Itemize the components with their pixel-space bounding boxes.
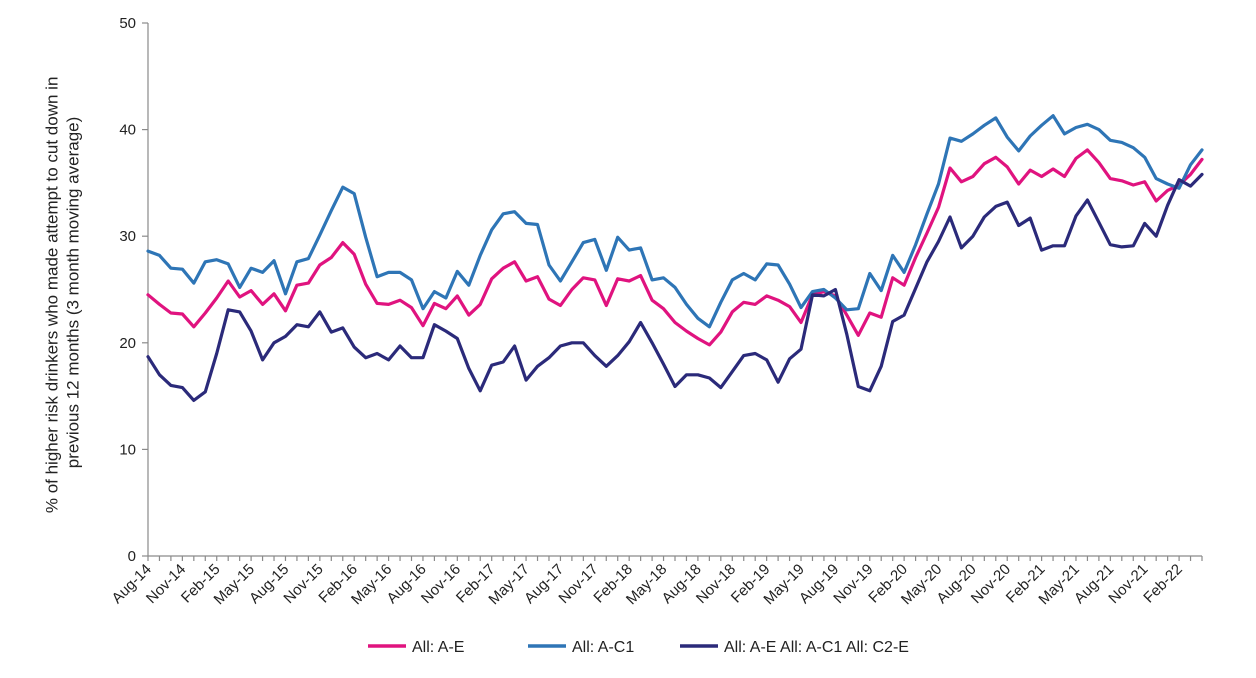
- y-tick-label: 0: [128, 548, 136, 565]
- series-lines: [146, 114, 1204, 402]
- y-tick-label: 50: [119, 15, 136, 32]
- legend: All: A-E All: A-C1 All: A-E All: A-C1 All:…: [368, 639, 909, 656]
- x-axis: Aug-14Nov-14Feb-15May-15Aug-15Nov-15Feb-…: [109, 555, 1203, 608]
- y-axis-title-line-1: % of higher risk drinkers who made attem…: [42, 77, 61, 514]
- y-tick-label: 30: [119, 228, 136, 245]
- legend-label-2: All: A-C1: [572, 639, 634, 656]
- x-ticks: Aug-14Nov-14Feb-15May-15Aug-15Nov-15Feb-…: [109, 556, 1203, 608]
- y-axis-title: % of higher risk drinkers who made attem…: [42, 72, 82, 513]
- series-line-3: [146, 172, 1204, 402]
- legend-label-3: All: A-E All: A-C1 All: C2-E: [724, 639, 909, 656]
- series-line-2: [146, 114, 1204, 329]
- x-tick-label: Feb-22: [1140, 561, 1186, 607]
- series-line-1: [146, 148, 1204, 347]
- y-axis: 0 10 20 30 40 50: [119, 15, 149, 565]
- y-tick-label: 10: [119, 441, 136, 458]
- y-axis-title-line-2: previous 12 months (3 month moving avera…: [64, 117, 83, 469]
- legend-label-1: All: A-E: [412, 639, 464, 656]
- y-ticks: 0 10 20 30 40 50: [119, 15, 148, 565]
- y-tick-label: 40: [119, 122, 136, 139]
- y-tick-label: 20: [119, 335, 136, 352]
